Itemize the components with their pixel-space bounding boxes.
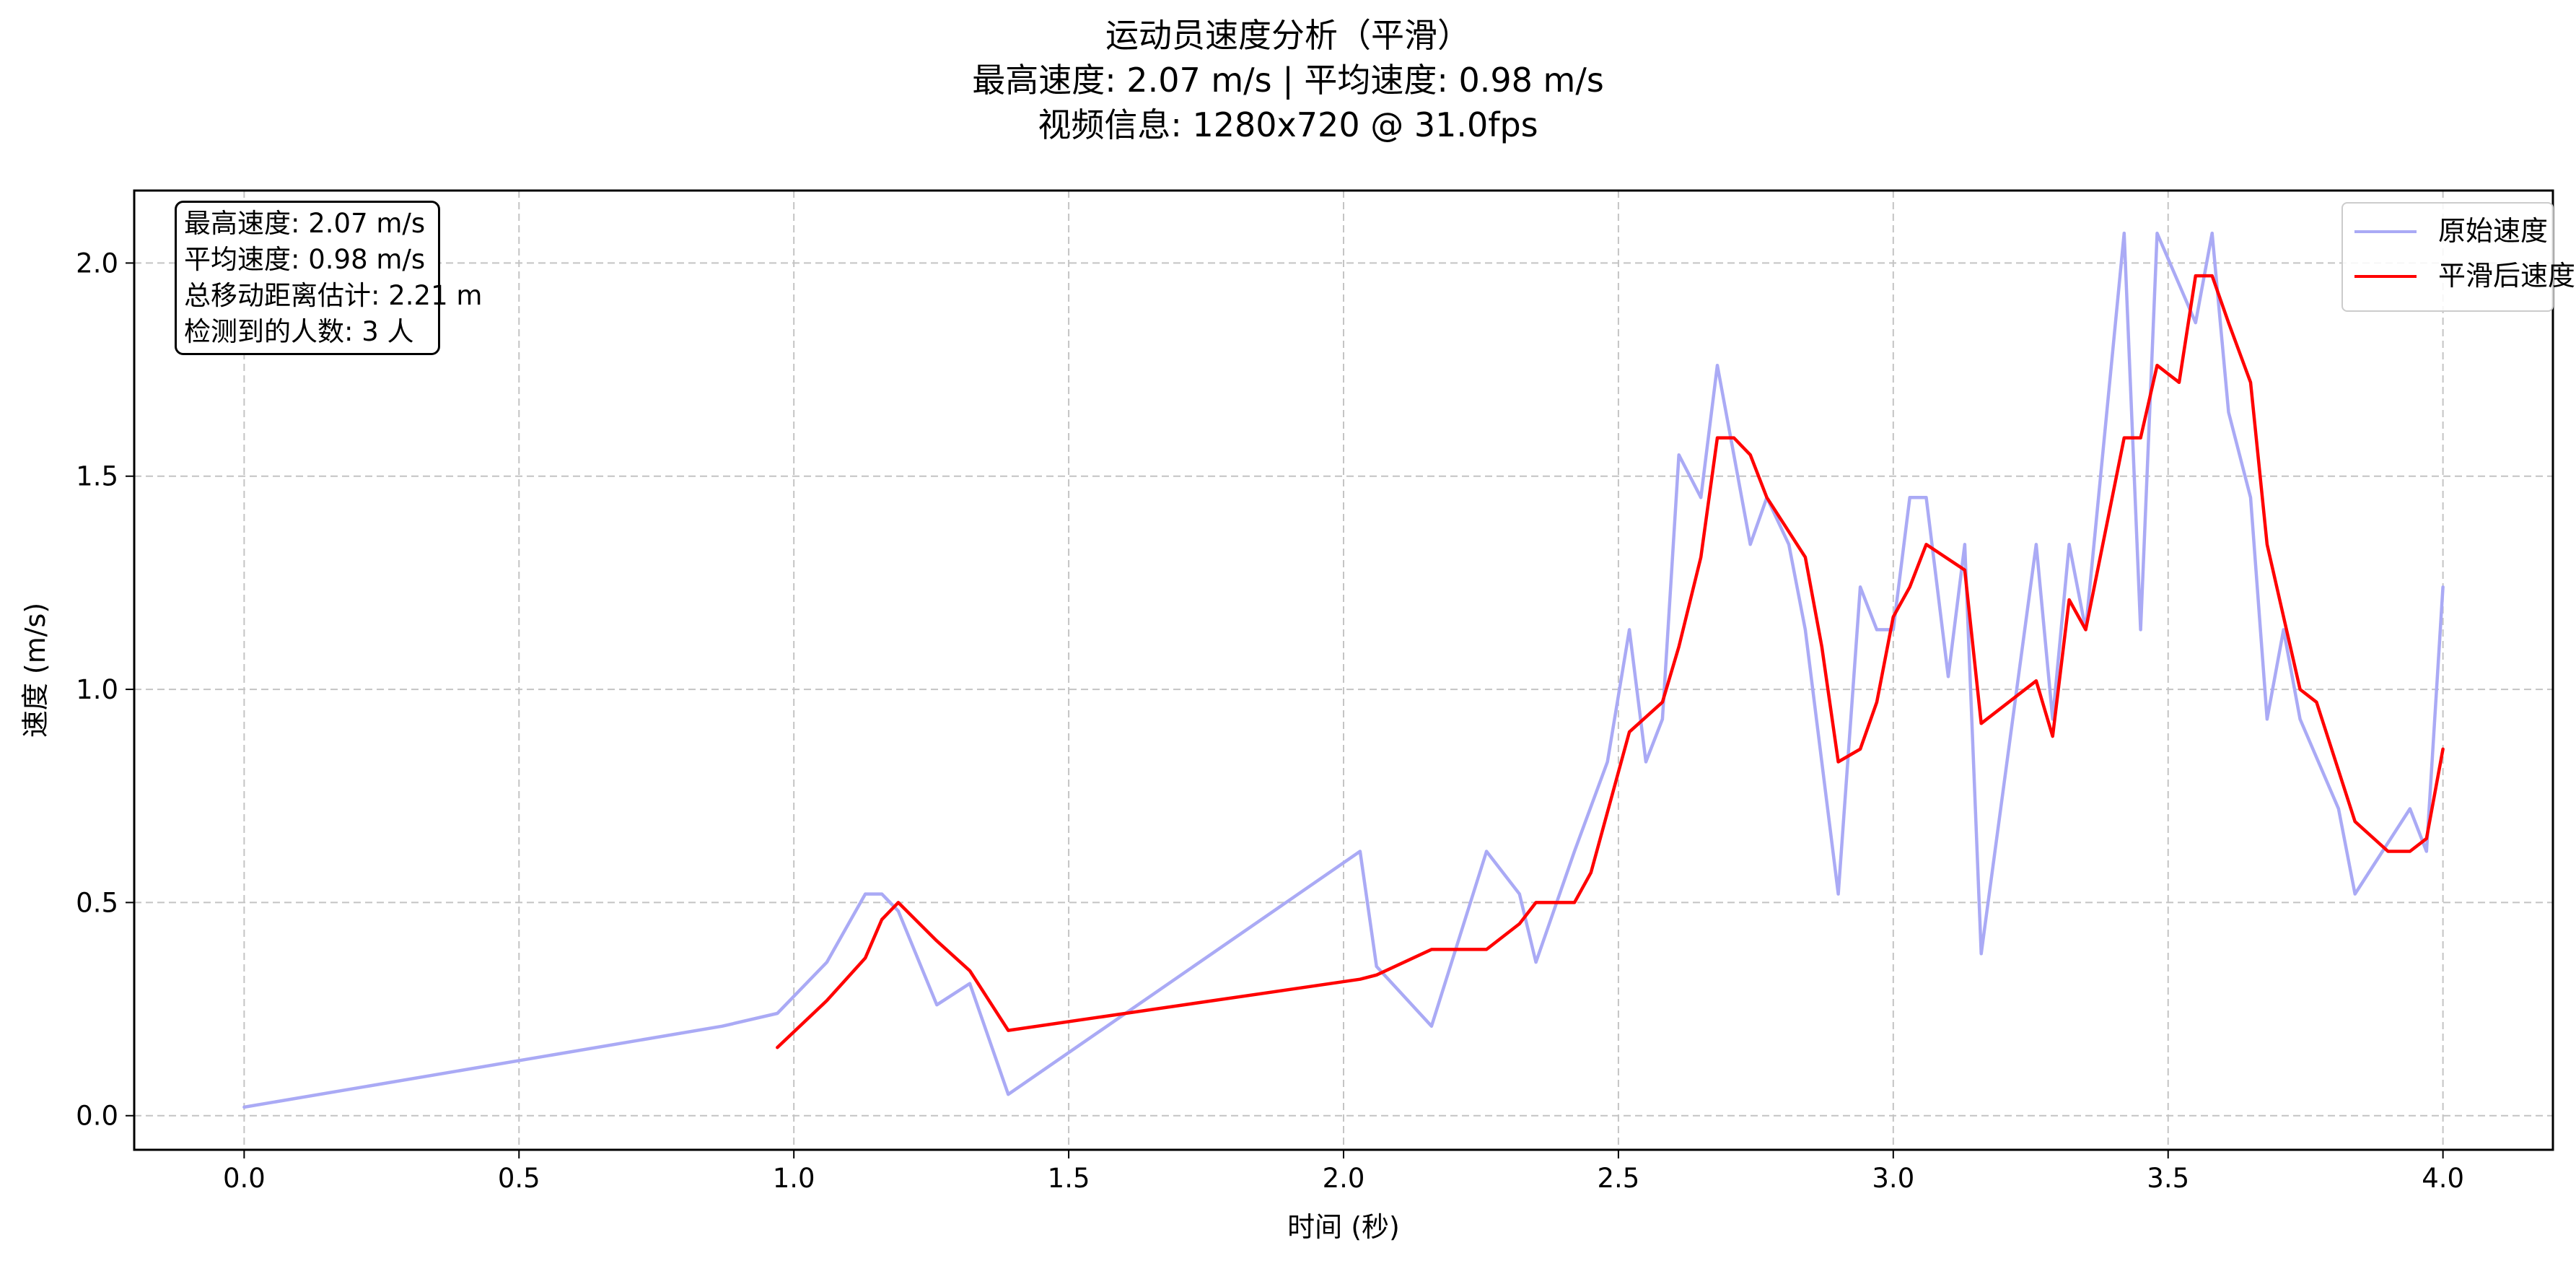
series-line-smoothed-speed — [776, 274, 2445, 1049]
x-axis-label: 时间 (秒) — [1287, 1211, 1400, 1243]
y-tick-label: 1.0 — [76, 674, 118, 705]
chart-title: 运动员速度分析（平滑） 最高速度: 2.07 m/s | 平均速度: 0.98 … — [0, 13, 2576, 147]
y-tick-label: 1.5 — [76, 461, 118, 492]
chart-title-line-3: 视频信息: 1280x720 @ 31.0fps — [1038, 105, 1538, 144]
annotation-person-count: 检测到的人数: 3 人 — [184, 316, 414, 347]
x-tick-label: 4.0 — [2422, 1163, 2464, 1194]
x-tick-label: 1.0 — [773, 1163, 815, 1194]
x-tick-label: 2.0 — [1323, 1163, 1365, 1194]
annotation-max-speed: 最高速度: 2.07 m/s — [184, 208, 426, 239]
legend: 原始速度 平滑后速度 — [2341, 202, 2575, 312]
y-tick-label: 0.5 — [76, 887, 118, 918]
legend-item-smoothed: 平滑后速度 — [2343, 256, 2575, 296]
y-tick-label: 0.0 — [76, 1101, 118, 1132]
axis-ticks: 0.0 0.5 1.0 1.5 2.0 2.5 3.0 3.5 4.0 0.0 0.5 1.0 1.5 2… — [76, 248, 2464, 1194]
chart-title-line-2: 最高速度: 2.07 m/s | 平均速度: 0.98 m/s — [972, 61, 1604, 100]
annotation-total-distance: 总移动距离估计: 2.21 m — [184, 280, 483, 311]
annotation-avg-speed: 平均速度: 0.98 m/s — [184, 244, 426, 275]
x-tick-label: 3.0 — [1872, 1163, 1914, 1194]
legend-label-raw: 原始速度 — [2438, 215, 2549, 247]
legend-swatch-raw — [2354, 230, 2417, 233]
stats-annotation-box: 最高速度: 2.07 m/s 平均速度: 0.98 m/s 总移动距离估计: 2… — [175, 201, 483, 355]
y-tick-label: 2.0 — [76, 248, 118, 279]
x-tick-label: 2.5 — [1597, 1163, 1639, 1194]
legend-swatch-smoothed — [2354, 275, 2417, 278]
grid — [134, 191, 2553, 1150]
legend-item-raw: 原始速度 — [2343, 211, 2552, 251]
y-axis-label: 速度 (m/s) — [19, 603, 51, 738]
x-tick-label: 1.5 — [1048, 1163, 1090, 1194]
x-tick-label: 0.0 — [223, 1163, 266, 1194]
legend-label-smoothed: 平滑后速度 — [2438, 260, 2576, 292]
chart-title-line-1: 运动员速度分析（平滑） — [1105, 16, 1471, 55]
series-lines — [242, 231, 2445, 1109]
x-tick-label: 0.5 — [498, 1163, 540, 1194]
x-tick-label: 3.5 — [2147, 1163, 2189, 1194]
